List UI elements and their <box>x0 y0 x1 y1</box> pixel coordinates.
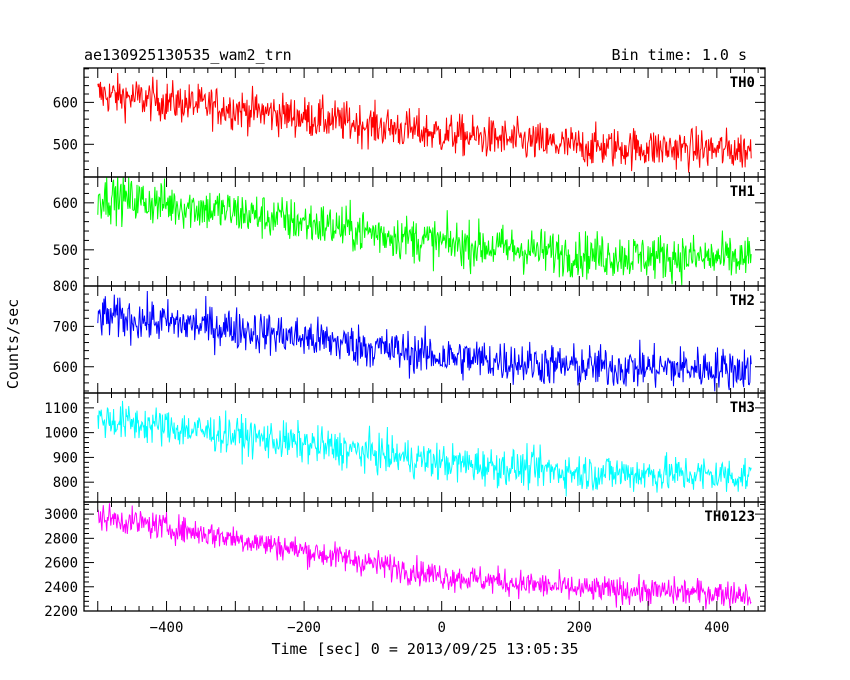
panel-th2: 600 700 800 TH2 <box>53 279 766 394</box>
y-axis-title: Counts/sec <box>4 299 22 389</box>
series-th0123 <box>97 503 752 610</box>
panel-frame <box>83 392 766 503</box>
y-tick-label: 600 <box>53 196 78 212</box>
series-th0 <box>97 72 752 173</box>
y-tick-label: 500 <box>53 137 78 153</box>
bin-time-label: Bin time: 1.0 s <box>612 46 747 64</box>
y-tick-label: 3000 <box>44 507 78 523</box>
y-tick-label: 900 <box>53 450 78 466</box>
y-tick-label: 800 <box>53 279 78 295</box>
panels-group: 500 600 TH0 500 600 TH1 600 700 800 TH2 800 900 1000… <box>44 67 766 620</box>
panel-th3: 800 900 1000 1100 TH3 <box>44 392 766 503</box>
x-tick-label: 200 <box>567 620 592 636</box>
y-tick-label: 2800 <box>44 531 78 547</box>
panel-th1: 500 600 TH1 <box>53 176 766 287</box>
y-tick-label: 600 <box>53 360 78 376</box>
x-tick-label: −200 <box>287 620 321 636</box>
y-tick-label: 800 <box>53 475 78 491</box>
y-tick-label: 700 <box>53 319 78 335</box>
y-tick-label: 2400 <box>44 580 78 596</box>
panel-label: TH0 <box>730 75 755 91</box>
series-th3 <box>97 400 752 497</box>
series-th1 <box>97 177 752 286</box>
x-axis-title: Time [sec] 0 = 2013/09/25 13:05:35 <box>271 640 578 658</box>
y-tick-label: 1100 <box>44 401 78 417</box>
y-tick-label: 2600 <box>44 556 78 572</box>
y-tick-label: 1000 <box>44 426 78 442</box>
x-tick-label: 400 <box>704 620 729 636</box>
x-axis: −400 −200 0 200 400 <box>150 620 730 636</box>
x-tick-label: −400 <box>150 620 184 636</box>
panel-label: TH0123 <box>704 509 755 525</box>
panel-label: TH1 <box>730 184 755 200</box>
panel-th0123: 2200 2400 2600 2800 3000 TH0123 <box>44 501 766 620</box>
y-tick-label: 2200 <box>44 604 78 620</box>
y-tick-label: 500 <box>53 243 78 259</box>
panel-frame <box>83 501 766 612</box>
chart-title: ae130925130535_wam2_trn <box>84 46 292 64</box>
panel-th0: 500 600 TH0 <box>53 67 766 178</box>
x-tick-label: 0 <box>437 620 445 636</box>
y-tick-label: 600 <box>53 95 78 111</box>
series-th2 <box>97 290 752 392</box>
panel-label: TH3 <box>730 400 755 416</box>
panel-label: TH2 <box>730 293 755 309</box>
